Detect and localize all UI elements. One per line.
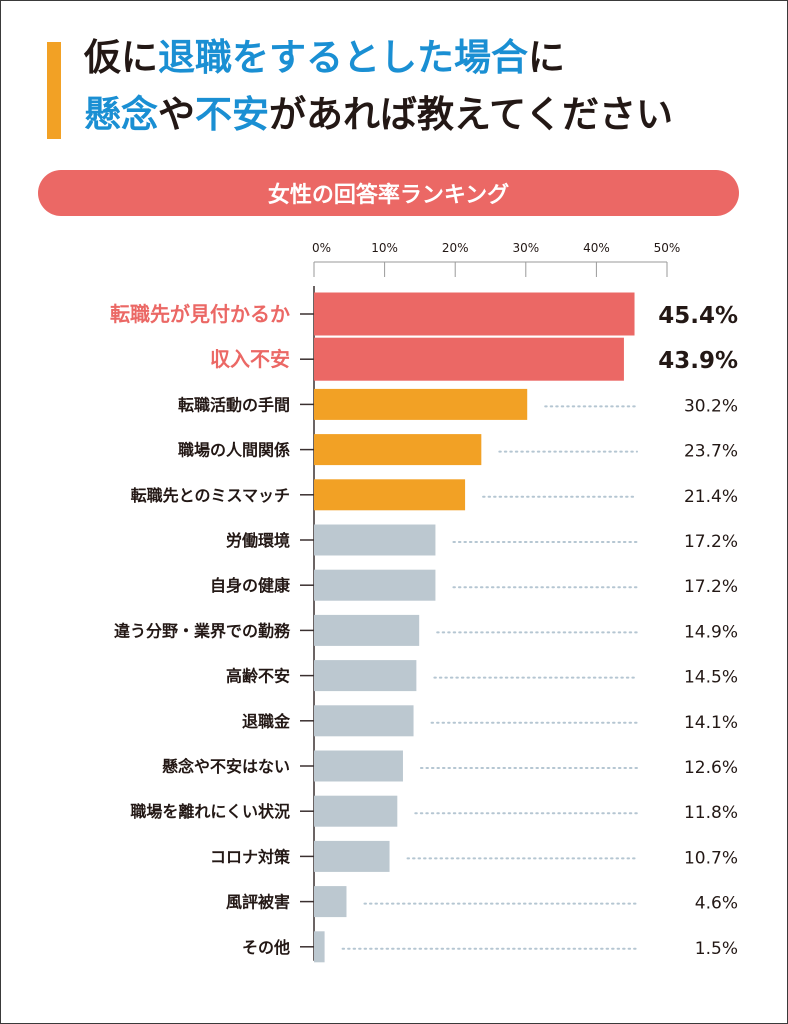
x-tick-label: 40% <box>583 241 610 255</box>
title-line-1-segment: 退職をするとした場合 <box>158 36 528 79</box>
value-label: 17.2% <box>684 577 738 597</box>
bar <box>314 931 325 963</box>
category-label: 風評被害 <box>226 893 290 912</box>
value-label: 23.7% <box>684 442 738 462</box>
x-tick-label: 50% <box>654 241 681 255</box>
x-tick-label: 30% <box>512 241 539 255</box>
value-label: 43.9% <box>658 348 738 374</box>
title-line-1-segment: に <box>528 36 565 79</box>
value-label: 14.5% <box>684 668 738 688</box>
bar <box>314 434 482 466</box>
title-line-2-segment: 懸念 <box>84 93 158 136</box>
category-label: 職場の人間関係 <box>178 441 290 460</box>
title-line-2-segment: があれば教えてください <box>269 93 674 136</box>
value-label: 10.7% <box>684 848 738 868</box>
bar <box>314 479 466 511</box>
chart-title: 女性の回答率ランキング <box>267 183 510 208</box>
category-label: 自身の健康 <box>210 576 291 595</box>
category-label: 収入不安 <box>210 347 290 371</box>
title-line-2-segment: や <box>158 93 195 136</box>
title-line-1-segment: 仮に <box>84 36 158 79</box>
bar <box>314 569 436 601</box>
category-label: 転職先とのミスマッチ <box>131 486 290 505</box>
value-label: 4.6% <box>695 894 738 914</box>
bar <box>314 840 390 872</box>
value-label: 11.8% <box>684 803 738 823</box>
title-line-1: 仮に退職をするとした場合に <box>84 35 565 81</box>
category-label: 労働環境 <box>226 531 290 550</box>
bar <box>314 886 347 918</box>
bar <box>314 795 398 827</box>
x-tick-label: 20% <box>442 241 469 255</box>
value-label: 14.1% <box>684 713 738 733</box>
x-tick-label: 0% <box>312 241 331 255</box>
category-label: 退職金 <box>242 712 291 731</box>
category-label: 転職活動の手間 <box>178 395 290 414</box>
x-tick-label: 10% <box>371 241 398 255</box>
bar <box>314 750 403 782</box>
value-label: 45.4% <box>658 303 738 329</box>
category-label: 違う分野・業界での勤務 <box>114 621 291 640</box>
category-label: 職場を離れにくい状況 <box>130 802 290 821</box>
category-label: 転職先が見付かるか <box>110 302 290 326</box>
chart-title-banner: 女性の回答率ランキング <box>38 170 739 216</box>
title-accent-bar <box>47 42 61 139</box>
bar <box>314 705 414 737</box>
bar <box>314 614 420 646</box>
value-label: 12.6% <box>684 758 738 778</box>
bar <box>314 292 635 336</box>
category-label: コロナ対策 <box>210 847 291 866</box>
value-label: 14.9% <box>684 622 738 642</box>
value-label: 17.2% <box>684 532 738 552</box>
title-line-2: 懸念や不安があれば教えてください <box>84 92 673 138</box>
category-label: 懸念や不安はない <box>162 757 290 776</box>
value-label: 21.4% <box>684 487 738 507</box>
value-label: 1.5% <box>695 939 738 959</box>
value-label: 30.2% <box>684 396 738 416</box>
bar <box>314 660 417 692</box>
category-label: 高齢不安 <box>226 667 290 686</box>
bar <box>314 337 624 381</box>
title-line-2-segment: 不安 <box>195 93 269 136</box>
bar <box>314 524 436 556</box>
category-label: その他 <box>242 938 290 957</box>
bar <box>314 388 528 420</box>
